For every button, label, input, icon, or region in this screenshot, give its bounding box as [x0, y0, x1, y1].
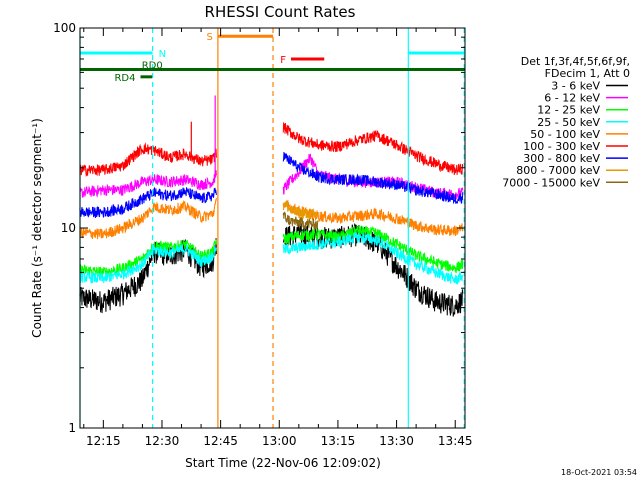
annotation-label-5: RD4 — [114, 73, 135, 84]
y-tick-label-2: 100 — [53, 21, 76, 35]
legend-header-1: FDecim 1, Att 0 — [545, 67, 630, 80]
annotation-label-2: S — [207, 32, 213, 43]
series-line-6 — [79, 152, 464, 219]
legend-entry-5: 100 - 300 keV — [523, 140, 600, 153]
legend-entry-2: 12 - 25 keV — [537, 104, 600, 117]
x-tick-label-2: 12:45 — [203, 434, 238, 448]
legend-entry-0: 3 - 6 keV — [551, 80, 600, 93]
series-line-1 — [79, 153, 464, 200]
x-axis-label: Start Time (22-Nov-06 12:09:02) — [185, 456, 381, 470]
annotation-label-0: N — [159, 49, 166, 60]
series-line-5 — [79, 122, 464, 177]
x-tick-label-5: 13:30 — [379, 434, 414, 448]
series-line-7 — [282, 200, 319, 221]
y-tick-label-1: 10 — [61, 221, 76, 235]
series-line-3 — [79, 232, 464, 286]
annotation-label-3: F — [280, 55, 286, 66]
plot-area: N S F RD0 RD4 1 10 100 12:15 12:30 12:45 13:00 13:15… — [53, 21, 472, 448]
timestamp: 18-Oct-2021 03:54 — [561, 468, 637, 477]
x-tick-label-0: 12:15 — [86, 434, 121, 448]
legend-entry-7: 800 - 7000 keV — [516, 164, 600, 177]
series-line-2 — [79, 224, 464, 279]
y-axis-label: Count Rate (s⁻¹ detector segment⁻¹) — [30, 118, 44, 338]
x-tick-label-4: 13:15 — [321, 434, 356, 448]
legend-entry-4: 50 - 100 keV — [530, 128, 600, 141]
x-tick-label-1: 12:30 — [145, 434, 180, 448]
series-line-8 — [282, 211, 319, 230]
legend-header-0: Det 1f,3f,4f,5f,6f,9f, — [521, 55, 630, 68]
legend-entry-6: 300 - 800 keV — [523, 152, 600, 165]
y-tick-label-0: 1 — [68, 421, 76, 435]
legend-entry-8: 7000 - 15000 keV — [502, 176, 600, 189]
annotation-label-4: RD0 — [142, 61, 163, 72]
chart-title: RHESSI Count Rates — [205, 3, 356, 21]
x-tick-label-6: 13:45 — [438, 434, 473, 448]
legend-entry-1: 6 - 12 keV — [544, 92, 600, 105]
legend: Det 1f,3f,4f,5f,6f,9f,FDecim 1, Att 03 -… — [502, 55, 630, 189]
x-tick-label-3: 13:00 — [262, 434, 297, 448]
legend-entry-3: 25 - 50 keV — [537, 116, 600, 129]
